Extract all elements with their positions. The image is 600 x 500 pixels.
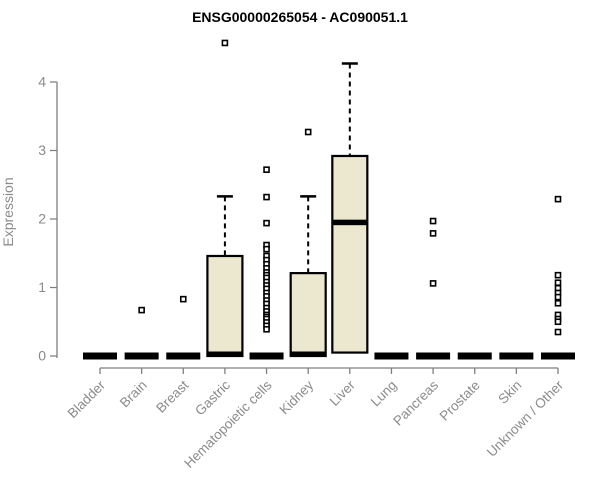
y-tick-label: 4: [38, 74, 46, 90]
collapsed-box: [166, 352, 201, 360]
median-line: [290, 351, 326, 357]
boxplot-bladder: [83, 352, 117, 360]
boxplot-kidney: [289, 128, 327, 358]
y-tick-label: 1: [38, 279, 46, 295]
x-tick-label-kidney: Kidney: [277, 377, 317, 417]
outlier-point: [554, 299, 562, 307]
median-line: [332, 219, 368, 226]
chart-title: ENSG00000265054 - AC090051.1: [192, 9, 408, 25]
y-tick-label: 0: [38, 348, 46, 364]
collapsed-box: [541, 352, 575, 360]
iqr-box: [331, 154, 369, 354]
boxplot-brain: [124, 306, 159, 360]
collapsed-box: [457, 352, 492, 360]
outlier-point: [554, 318, 562, 326]
x-tick-label-pancreas: Pancreas: [390, 377, 441, 428]
outlier-point: [429, 217, 437, 225]
outlier-point: [263, 166, 270, 173]
boxplot-pancreas: [416, 217, 451, 360]
outlier-point: [138, 306, 145, 314]
outlier-point: [304, 128, 312, 136]
y-tick-label: 3: [38, 142, 46, 158]
boxplot-liver: [331, 62, 369, 354]
collapsed-box: [416, 352, 451, 360]
outlier-point: [221, 39, 229, 47]
outlier-point: [263, 325, 270, 333]
y-tick-label: 2: [38, 211, 46, 227]
y-axis: [50, 81, 58, 358]
outlier-point: [263, 219, 270, 227]
outlier-point: [429, 280, 437, 287]
boxplot-gastric: [206, 39, 244, 358]
median-line: [207, 351, 243, 357]
x-tick-label-skin: Skin: [495, 378, 524, 407]
x-tick-label-bladder: Bladder: [65, 377, 109, 421]
collapsed-box: [249, 352, 284, 360]
outlier-point: [554, 195, 562, 203]
iqr-box: [289, 272, 327, 358]
x-tick-label-gastric: Gastric: [192, 377, 233, 418]
outlier-point: [554, 328, 562, 336]
outlier-point: [179, 295, 187, 303]
x-tick-label-lung: Lung: [368, 378, 400, 410]
outlier-point: [263, 193, 270, 201]
outlier-point: [554, 271, 562, 279]
y-axis-label: Expression: [0, 177, 16, 246]
outlier-point: [554, 279, 562, 287]
collapsed-box: [83, 352, 117, 360]
x-axis: [99, 367, 559, 374]
boxplot-breast: [166, 295, 201, 360]
x-tick-label-breast: Breast: [153, 377, 191, 415]
x-tick-label-unknown-other: Unknown / Other: [484, 377, 567, 460]
boxplot-unknown-other: [541, 195, 575, 360]
boxplot-lung: [374, 352, 409, 360]
collapsed-box: [374, 352, 409, 360]
boxplot-skin: [499, 352, 534, 360]
iqr-box: [206, 254, 244, 358]
outlier-point: [554, 293, 562, 301]
boxplot-prostate: [457, 352, 492, 360]
boxplot-hematopoietic-cells: [249, 166, 284, 360]
x-tick-label-prostate: Prostate: [437, 378, 483, 424]
collapsed-box: [499, 352, 534, 360]
outlier-point: [263, 245, 270, 253]
collapsed-box: [124, 352, 159, 360]
outlier-point: [429, 230, 437, 237]
x-tick-label-liver: Liver: [327, 377, 359, 409]
x-tick-label-brain: Brain: [117, 378, 150, 411]
